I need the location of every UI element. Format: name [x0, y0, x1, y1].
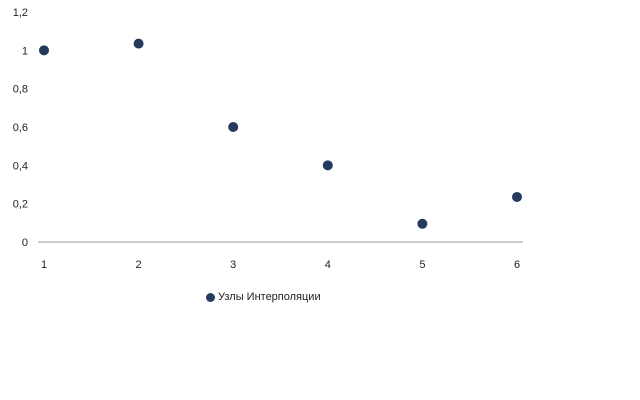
data-point [39, 45, 49, 56]
data-point [322, 160, 333, 171]
data-point [417, 218, 428, 229]
y-tick-label: 1 [22, 45, 28, 57]
data-series [39, 38, 522, 229]
y-axis: 0 0,2 0,4 0,6 0,8 1 1,2 [13, 7, 28, 249]
x-axis: 1 2 3 4 5 6 [41, 259, 520, 271]
data-point [512, 191, 522, 202]
legend: Узлы Интерполяции [206, 291, 321, 303]
y-tick-label: 1,2 [13, 7, 28, 19]
y-tick-label: 0,6 [13, 122, 28, 134]
x-tick-label: 5 [419, 259, 425, 271]
x-tick-label: 1 [41, 259, 47, 271]
x-tick-label: 6 [514, 259, 520, 271]
y-tick-label: 0,8 [13, 84, 28, 96]
y-tick-label: 0 [22, 237, 28, 249]
data-point [228, 122, 239, 132]
data-point [133, 38, 144, 49]
legend-label: Узлы Интерполяции [218, 291, 321, 303]
y-tick-label: 0,4 [13, 160, 28, 172]
x-tick-label: 4 [325, 259, 331, 271]
legend-marker-icon [206, 292, 215, 302]
y-tick-label: 0,2 [13, 199, 28, 211]
x-tick-label: 3 [230, 259, 236, 271]
x-tick-label: 2 [136, 259, 142, 271]
